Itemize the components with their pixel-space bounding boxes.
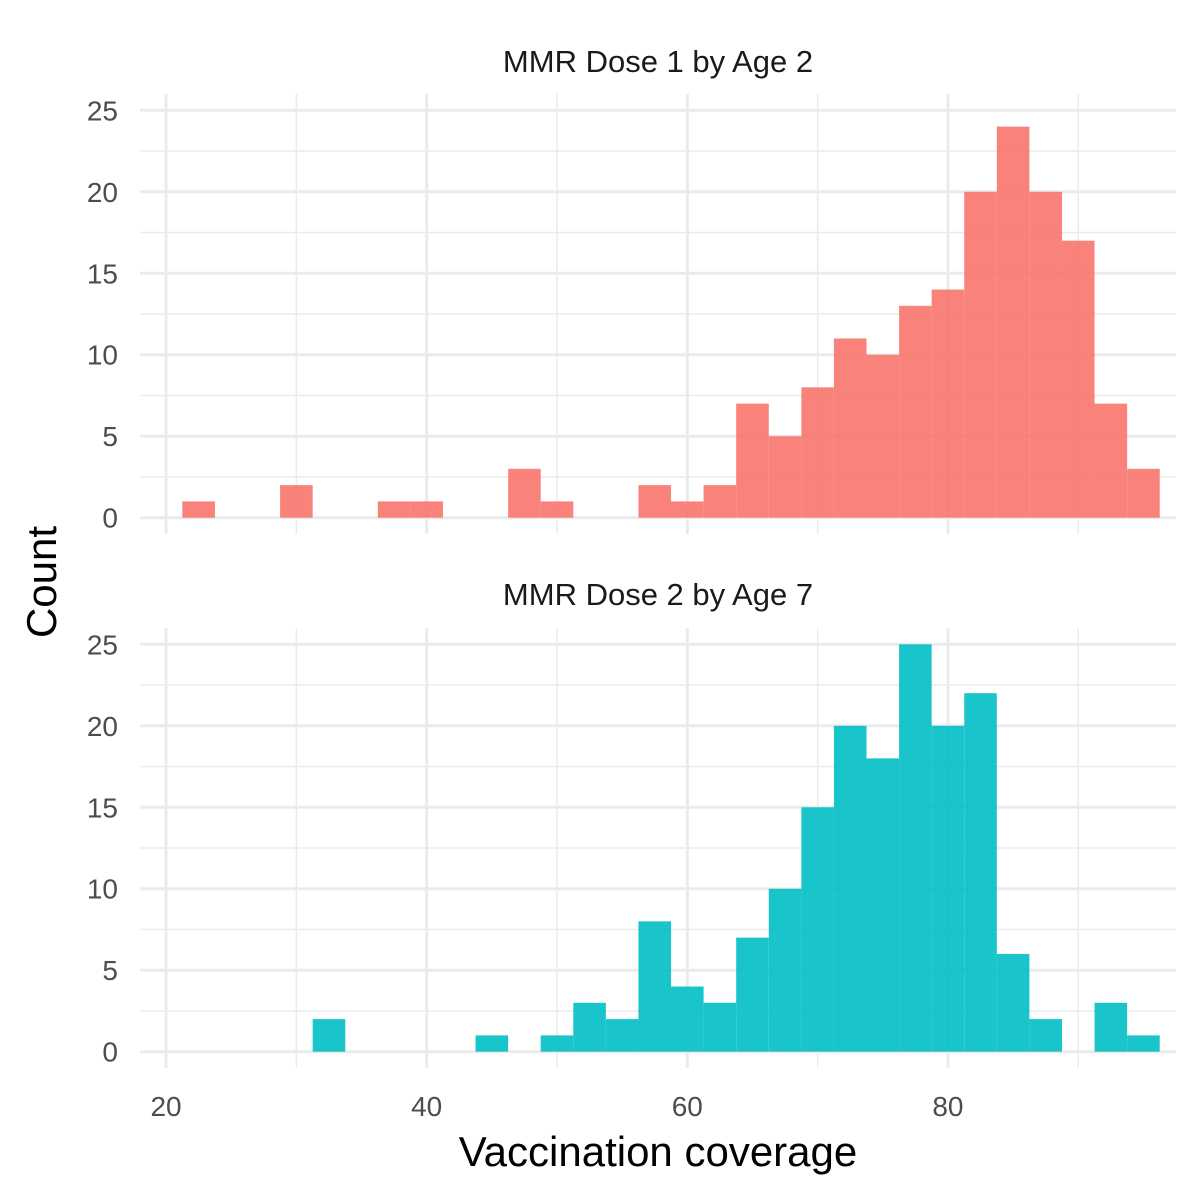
y-tick-label: 15 bbox=[87, 792, 118, 823]
histogram-bar bbox=[736, 937, 769, 1052]
histogram-bar bbox=[540, 501, 574, 518]
x-tick-label: 60 bbox=[672, 1091, 703, 1122]
histogram-bar bbox=[866, 758, 900, 1052]
panel-1: 0 5 10 15 20 25 MMR Dose 1 by Age 2 bbox=[87, 44, 1176, 534]
histogram-bar bbox=[1127, 468, 1160, 518]
histogram-bar bbox=[377, 501, 411, 518]
x-tick-label: 80 bbox=[932, 1091, 963, 1122]
histogram-bar bbox=[671, 986, 704, 1052]
y-tick-label: 25 bbox=[87, 629, 118, 660]
y-tick-label: 5 bbox=[102, 421, 118, 452]
y-tick-label: 20 bbox=[87, 711, 118, 742]
histogram-bar bbox=[1127, 1035, 1160, 1052]
histogram-bar bbox=[703, 1002, 737, 1052]
histogram-bar bbox=[768, 888, 802, 1052]
histogram-bar bbox=[833, 725, 867, 1052]
x-axis-title: Vaccination coverage bbox=[459, 1128, 857, 1175]
histogram-bar bbox=[182, 501, 215, 518]
y-tick-label: 15 bbox=[87, 258, 118, 289]
y-tick-label: 5 bbox=[102, 955, 118, 986]
histogram-bar bbox=[768, 436, 802, 518]
histogram-bar bbox=[964, 693, 997, 1052]
y-tick-label: 0 bbox=[102, 1037, 118, 1068]
y-tick-label: 0 bbox=[102, 503, 118, 534]
histogram-bar bbox=[703, 485, 737, 518]
histogram-bar bbox=[671, 501, 704, 518]
histogram-bar bbox=[899, 644, 932, 1052]
histogram-bar bbox=[508, 468, 541, 518]
histogram-bar bbox=[312, 1019, 346, 1052]
histogram-bar bbox=[801, 807, 834, 1052]
histogram-bar bbox=[801, 387, 834, 518]
histogram-bar bbox=[638, 485, 672, 518]
x-tick-label: 40 bbox=[411, 1091, 442, 1122]
y-axis-title: Count bbox=[18, 526, 65, 638]
histogram-bar bbox=[931, 725, 965, 1052]
y-tick-label: 20 bbox=[87, 177, 118, 208]
histogram-bar bbox=[280, 485, 313, 518]
histogram-bar bbox=[996, 126, 1030, 518]
histogram-bar bbox=[736, 403, 769, 518]
panel-2: 0 5 10 15 20 25 MMR Dose 2 by Age 7 20 40 60 80 bbox=[87, 577, 1176, 1122]
histogram-bar bbox=[1061, 240, 1095, 518]
y-tick-label: 10 bbox=[87, 874, 118, 905]
histogram-bar bbox=[605, 1019, 639, 1052]
y-tick-label: 10 bbox=[87, 340, 118, 371]
histogram-bar bbox=[996, 953, 1030, 1052]
histogram-bar bbox=[475, 1035, 509, 1052]
histogram-bar bbox=[1094, 1002, 1128, 1052]
histogram-bar bbox=[410, 501, 443, 518]
histogram-bar bbox=[573, 1002, 606, 1052]
histogram-bar bbox=[1029, 1019, 1062, 1052]
x-tick-label: 20 bbox=[150, 1091, 181, 1122]
histogram-bar bbox=[540, 1035, 574, 1052]
y-tick-label: 25 bbox=[87, 95, 118, 126]
histogram-bar bbox=[964, 191, 997, 518]
histogram-bar bbox=[931, 289, 965, 518]
histogram-bar bbox=[1094, 403, 1128, 518]
histogram-bar bbox=[866, 354, 900, 518]
histogram-bar bbox=[833, 338, 867, 518]
panel-title: MMR Dose 2 by Age 7 bbox=[503, 577, 813, 612]
histogram-bar bbox=[1029, 191, 1062, 518]
panel-title: MMR Dose 1 by Age 2 bbox=[503, 44, 813, 79]
histogram-bar bbox=[638, 921, 672, 1052]
histogram-bar bbox=[899, 305, 932, 518]
